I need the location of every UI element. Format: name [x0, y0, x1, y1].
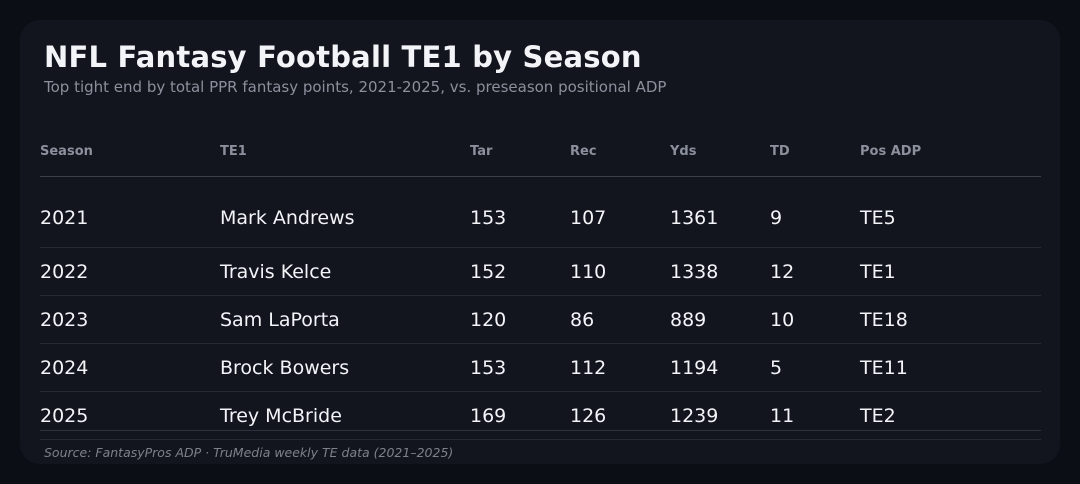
cell-targets: 153 — [470, 343, 570, 392]
cell-touchdowns: 11 — [770, 391, 860, 440]
te1-table: Season TE1 Tar Rec Yds TD Pos ADP 2021 M… — [40, 126, 1041, 440]
cell-targets: 120 — [470, 295, 570, 344]
cell-pos-adp: TE2 — [860, 391, 1041, 440]
cell-season: 2024 — [40, 343, 220, 392]
column-header-yards: Yds — [670, 126, 770, 177]
cell-pos-adp: TE18 — [860, 295, 1041, 344]
table-card: NFL Fantasy Football TE1 by Season Top t… — [20, 20, 1060, 464]
footer-divider — [40, 430, 1041, 431]
cell-season: 2022 — [40, 247, 220, 296]
cell-pos-adp: TE5 — [860, 176, 1041, 248]
cell-touchdowns: 10 — [770, 295, 860, 344]
cell-yards: 1361 — [670, 176, 770, 248]
cell-player: Mark Andrews — [220, 176, 470, 248]
cell-yards: 889 — [670, 295, 770, 344]
cell-player: Trey McBride — [220, 391, 470, 440]
cell-season: 2021 — [40, 176, 220, 248]
page-subtitle: Top tight end by total PPR fantasy point… — [44, 78, 667, 96]
column-header-receptions: Rec — [570, 126, 670, 177]
cell-pos-adp: TE1 — [860, 247, 1041, 296]
cell-receptions: 126 — [570, 391, 670, 440]
column-header-pos-adp: Pos ADP — [860, 126, 1041, 177]
column-header-te1: TE1 — [220, 126, 470, 177]
cell-touchdowns: 5 — [770, 343, 860, 392]
cell-targets: 152 — [470, 247, 570, 296]
cell-receptions: 112 — [570, 343, 670, 392]
cell-player: Travis Kelce — [220, 247, 470, 296]
table-header-row: Season TE1 Tar Rec Yds TD Pos ADP — [40, 126, 1041, 177]
page-title: NFL Fantasy Football TE1 by Season — [44, 40, 642, 74]
cell-yards: 1338 — [670, 247, 770, 296]
table-row: 2021 Mark Andrews 153 107 1361 9 TE5 — [40, 176, 1041, 248]
column-header-targets: Tar — [470, 126, 570, 177]
cell-receptions: 110 — [570, 247, 670, 296]
source-note: Source: FantasyPros ADP · TruMedia weekl… — [44, 445, 454, 460]
cell-targets: 169 — [470, 391, 570, 440]
column-header-season: Season — [40, 126, 220, 177]
cell-player: Sam LaPorta — [220, 295, 470, 344]
cell-touchdowns: 9 — [770, 176, 860, 248]
cell-receptions: 107 — [570, 176, 670, 248]
cell-yards: 1239 — [670, 391, 770, 440]
table-row: 2023 Sam LaPorta 120 86 889 10 TE18 — [40, 295, 1041, 344]
column-header-touchdowns: TD — [770, 126, 860, 177]
cell-player: Brock Bowers — [220, 343, 470, 392]
cell-pos-adp: TE11 — [860, 343, 1041, 392]
cell-touchdowns: 12 — [770, 247, 860, 296]
cell-receptions: 86 — [570, 295, 670, 344]
cell-yards: 1194 — [670, 343, 770, 392]
table-row: 2024 Brock Bowers 153 112 1194 5 TE11 — [40, 343, 1041, 392]
table-row: 2025 Trey McBride 169 126 1239 11 TE2 — [40, 391, 1041, 440]
cell-season: 2023 — [40, 295, 220, 344]
table-row: 2022 Travis Kelce 152 110 1338 12 TE1 — [40, 247, 1041, 296]
cell-targets: 153 — [470, 176, 570, 248]
cell-season: 2025 — [40, 391, 220, 440]
